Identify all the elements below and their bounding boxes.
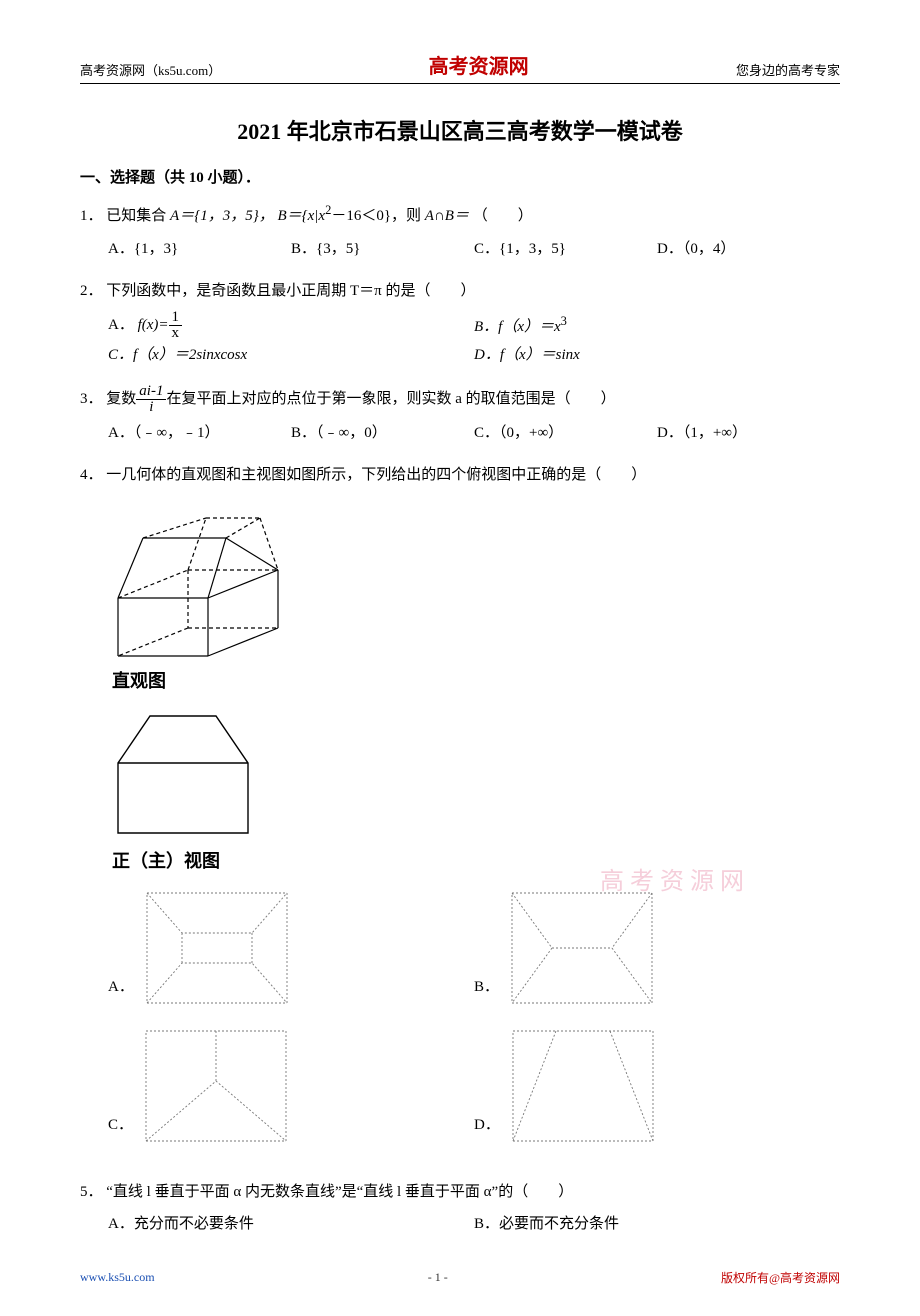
q4-choice-a-figure [142,888,292,1008]
question-2: 2． 下列函数中，是奇函数且最小正周期 T＝π 的是（ ） A． f(x)=1x… [80,277,840,370]
q5-choice-b: B．必要而不充分条件 [474,1210,840,1239]
q4-choice-d-figure [508,1026,658,1146]
q1-set-b-cond: x|x [308,208,325,224]
q2-a-label: A． [108,316,134,332]
q4-b-label: B． [474,973,499,1008]
q5-choice-a: A．充分而不必要条件 [108,1210,474,1239]
q4-front-view-figure [108,708,258,838]
header-right: 您身边的高考专家 [736,60,840,79]
section-1-label: 一、选择题（共 10 小题）． [80,166,840,187]
q3-choice-a: A．（﹣∞，﹣1） [108,419,291,448]
q4-d-label: D． [474,1111,500,1146]
q4-choice-c-figure [141,1026,291,1146]
q2-b-sup: 3 [561,314,567,328]
q2-choice-d: D．f（x）＝sinx [474,341,840,370]
q3-choice-b: B．（﹣∞，0） [291,419,474,448]
q4-number: 4． [80,467,103,483]
q1-choice-a: A．{1，3} [108,235,291,264]
q2-a-func: f(x)= [138,316,169,332]
q2-b: B．f（x）＝x [474,319,561,335]
q1-tail: （ ） [473,208,533,224]
watermark: 高考资源网 [600,860,750,906]
q2-number: 2． [80,283,103,299]
q4-choice-a: A． [108,888,474,1008]
q4-choice-b-figure [507,888,657,1008]
q5-number: 5． [80,1184,103,1200]
q3-suffix: 在复平面上对应的点位于第一象限，则实数 a 的取值范围是（ ） [166,390,615,406]
q4-c-label: C． [108,1111,133,1146]
q3-choice-d: D．（1，+∞） [657,419,840,448]
q2-a-num: 1 [169,310,183,326]
q1-set-b-prefix: B＝{ [277,208,307,224]
q1-choice-d: D．（0，4） [657,235,840,264]
q3-prefix: 复数 [106,390,136,406]
q4-a-label: A． [108,973,134,1008]
question-5: 5． “直线 l 垂直于平面 α 内无数条直线”是“直线 l 垂直于平面 α”的… [80,1178,840,1239]
question-4: 4． 一几何体的直观图和主视图如图所示，下列给出的四个俯视图中正确的是（ ） 直… [80,461,840,1164]
q4-choice-c: C． [108,1026,474,1146]
page-header: 高考资源网（ks5u.com） 高考资源网 您身边的高考专家 [80,50,840,84]
q2-choice-b: B．f（x）＝x3 [474,310,840,342]
q3-number: 3． [80,390,103,406]
q2-choice-c: C．f（x）＝2sinxcosx [108,341,474,370]
q1-set-a: A＝{1，3，5}， [170,208,274,224]
q3-frac-num: ai-1 [136,384,166,400]
q2-choice-a: A． f(x)=1x [108,310,474,342]
q1-choice-c: C．{1，3，5} [474,235,657,264]
header-left: 高考资源网（ks5u.com） [80,60,221,79]
q4-choice-b: B． [474,888,840,1008]
q1-number: 1． [80,208,103,224]
q2-text: 下列函数中，是奇函数且最小正周期 T＝π 的是（ ） [106,283,475,299]
page-footer: www.ks5u.com - 1 - 版权所有@高考资源网 [80,1269,840,1286]
q3-choice-c: C．（0，+∞） [474,419,657,448]
footer-left: www.ks5u.com [80,1270,155,1285]
q4-solid-figure [108,498,288,658]
q1-inter: A∩B＝ [425,208,469,224]
question-1: 1． 已知集合 A＝{1，3，5}， B＝{x|x2－16＜0}，则 A∩B＝ … [80,199,840,263]
q5-text: “直线 l 垂直于平面 α 内无数条直线”是“直线 l 垂直于平面 α”的（ ） [106,1184,573,1200]
question-3: 3． 复数ai-1i在复平面上对应的点位于第一象限，则实数 a 的取值范围是（ … [80,384,840,448]
q1-text-prefix: 已知集合 [106,208,170,224]
q4-text: 一几何体的直观图和主视图如图所示，下列给出的四个俯视图中正确的是（ ） [106,467,646,483]
q4-caption-1: 直观图 [112,664,840,698]
q1-choice-b: B．{3，5} [291,235,474,264]
q3-frac-den: i [136,400,166,415]
q4-choice-d: D． [474,1026,840,1146]
footer-page-number: - 1 - [428,1270,448,1285]
q2-a-den: x [169,326,183,341]
footer-right: 版权所有@高考资源网 [721,1269,840,1286]
header-center-logo: 高考资源网 [429,50,529,79]
paper-title: 2021 年北京市石景山区高三高考数学一模试卷 [80,114,840,146]
q1-set-b-rest: －16＜0}，则 [331,208,424,224]
